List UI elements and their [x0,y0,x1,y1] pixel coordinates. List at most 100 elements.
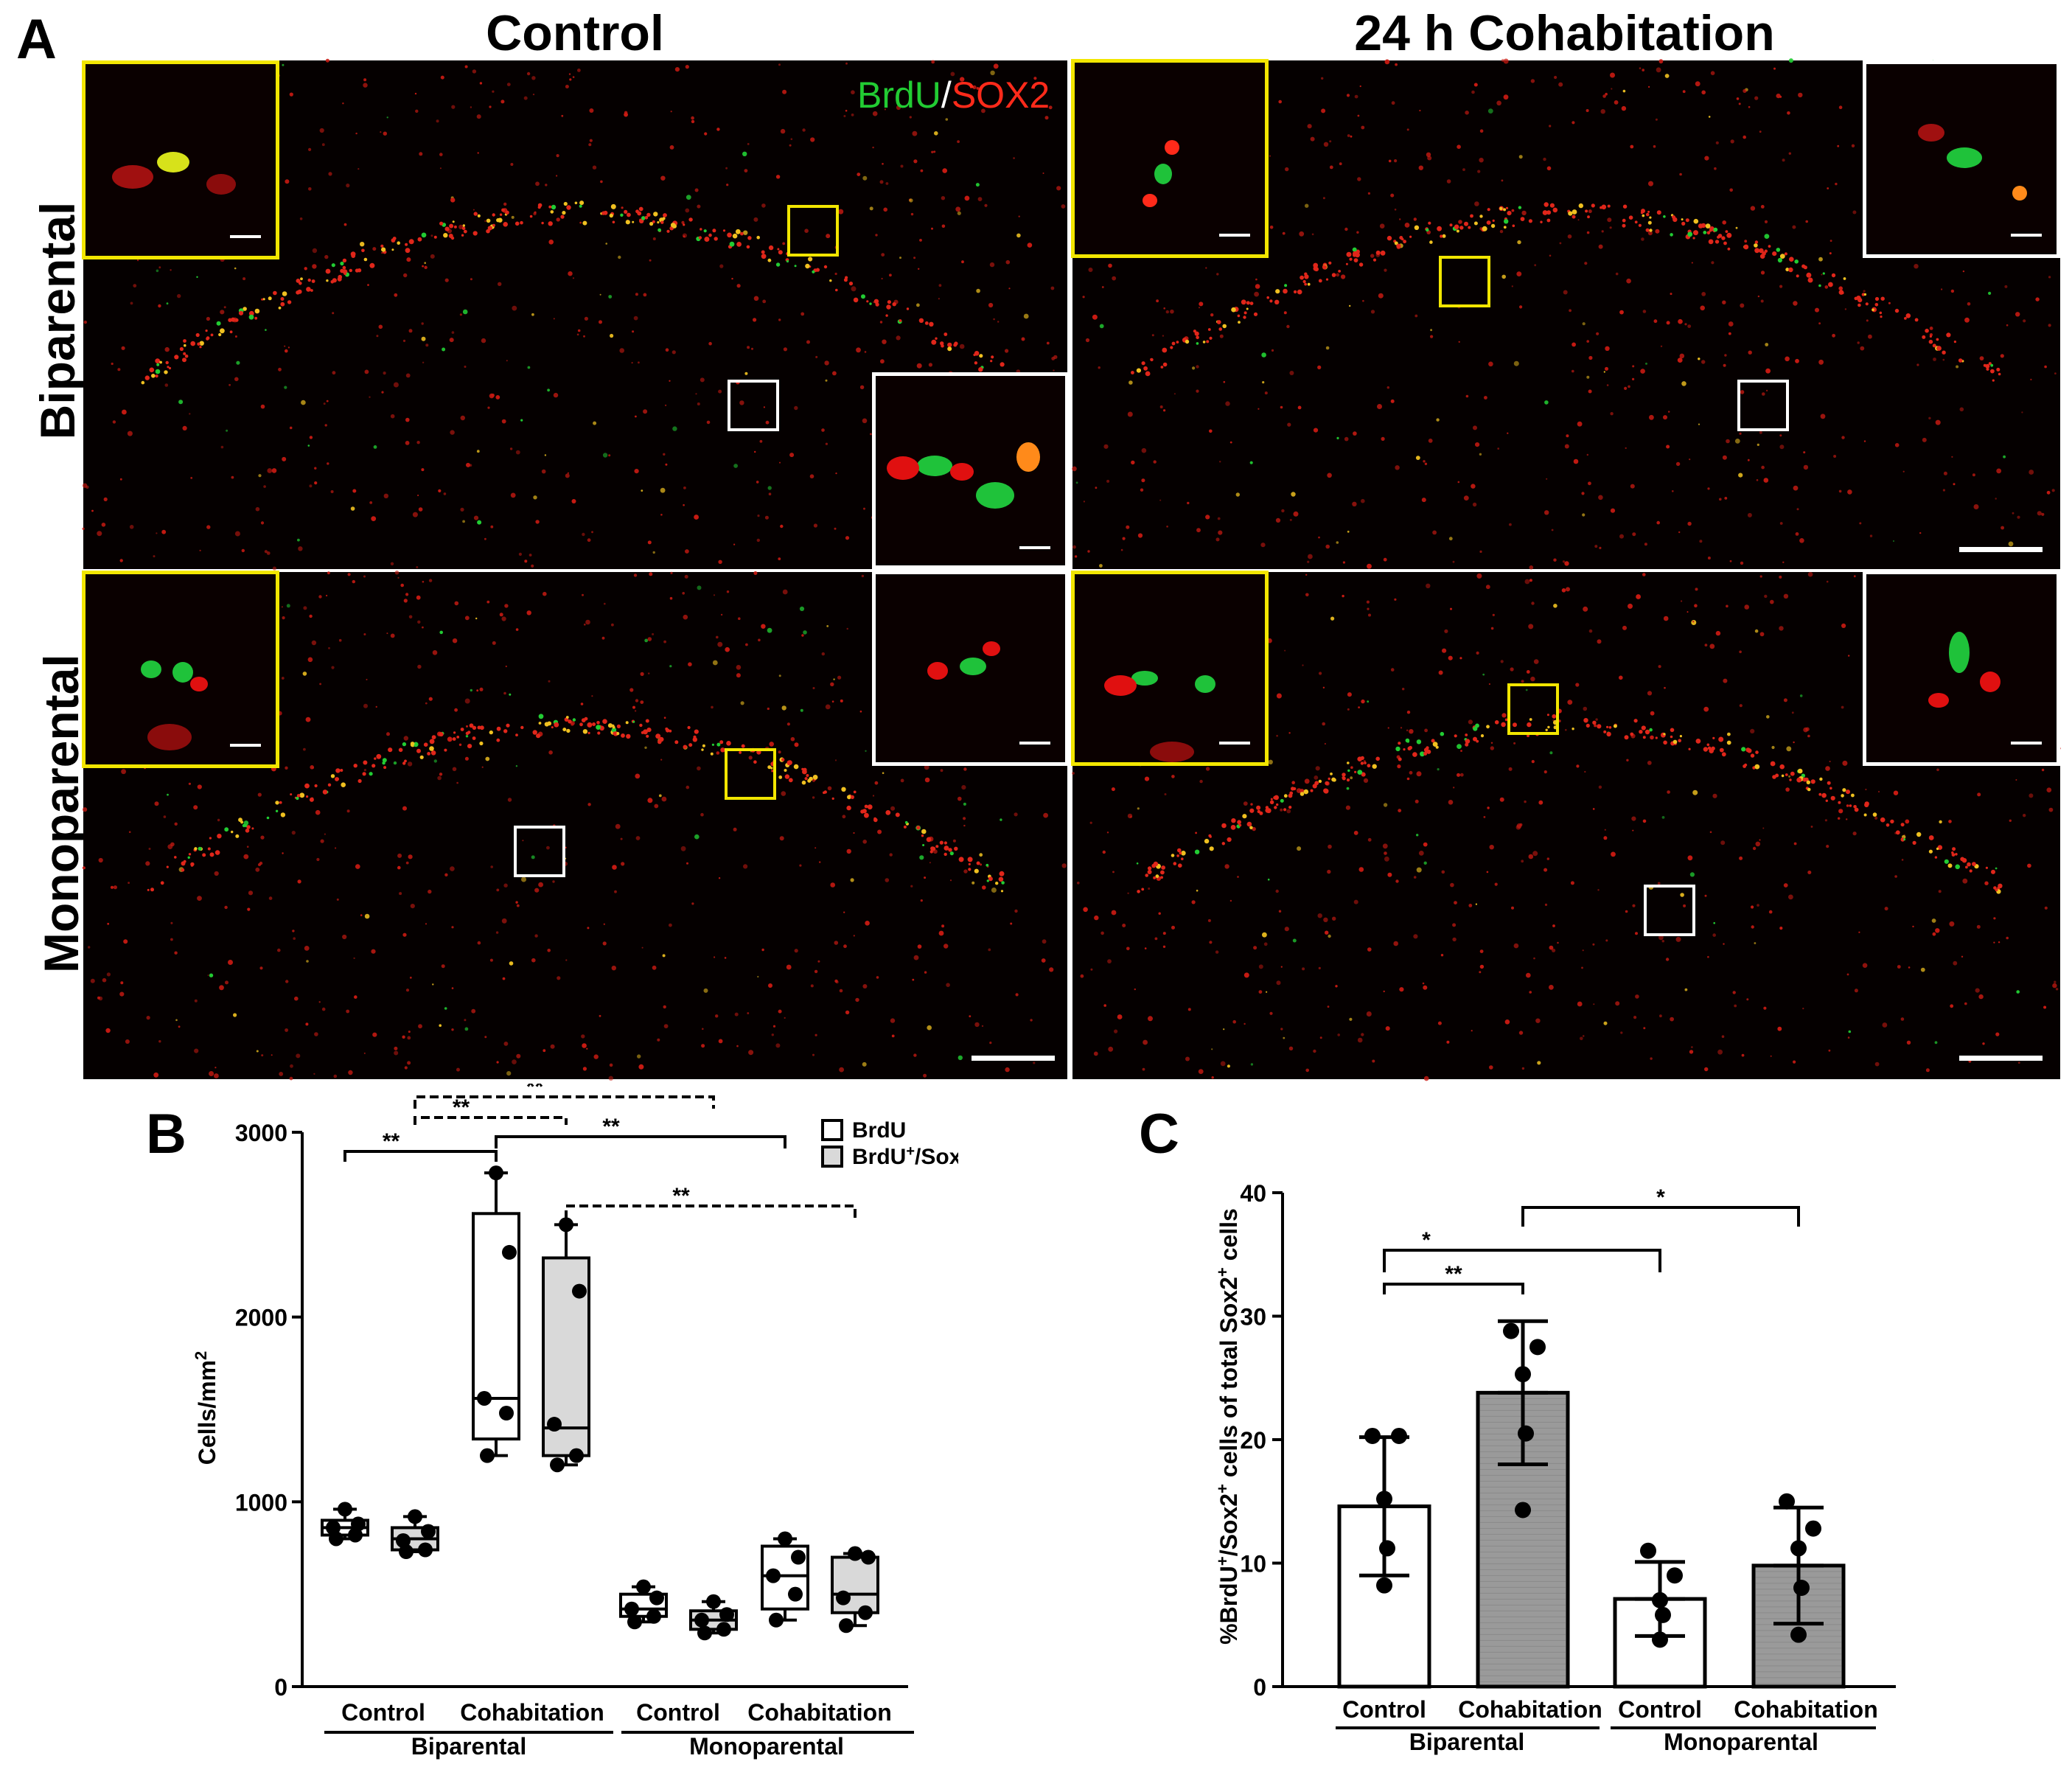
x-category-label: Cohabitation [1458,1696,1602,1723]
speckle [1419,109,1421,112]
speckle-layer-cell [703,229,707,233]
significance-label: ** [1445,1262,1462,1286]
speckle [763,406,765,408]
speckle [1935,419,1941,425]
y-axis-label-part: cells of total Sox2 [1215,1277,1242,1484]
speckle [993,63,999,69]
speckle [584,316,589,321]
speckle [1046,341,1050,345]
speckle [1352,501,1357,506]
speckle-layer-cell [767,258,772,262]
speckle [1598,495,1603,501]
speckle [1261,352,1266,358]
speckle [263,485,266,488]
speckle [381,391,384,394]
speckle [1033,77,1037,80]
data-point [550,1457,565,1473]
x-category-label: Cohabitation [460,1699,604,1726]
speckle [1632,365,1635,368]
data-point [788,1586,803,1602]
data-point [1529,1339,1546,1356]
speckle [1798,92,1803,98]
speckle [882,339,887,344]
speckle [1087,550,1090,553]
speckle [1701,360,1706,364]
speckle [1546,166,1552,171]
speckle [1584,262,1588,265]
speckle [1517,240,1521,245]
speckle-layer-cell [342,265,346,270]
speckle [1354,94,1358,99]
speckle [694,515,699,520]
speckle [1082,296,1085,299]
speckle [1950,289,1955,293]
speckle-layer-cell [639,218,642,221]
data-point [1790,1540,1807,1557]
speckle [1757,295,1760,298]
legend-swatch [821,1146,843,1168]
roi-yellow-bi-control [787,205,839,257]
speckle [1163,307,1165,310]
speckle [2046,490,2051,495]
significance-label: ** [672,1184,690,1208]
speckle-layer-cell [735,229,741,234]
y-tick-label: 1000 [235,1489,287,1516]
speckle [119,478,122,481]
data-point [636,1579,651,1594]
roi-yellow-mono-control [725,748,776,800]
speckle [1760,205,1765,209]
speckle [556,154,559,158]
data-point [1655,1606,1671,1623]
speckle [1503,58,1509,64]
speckle-layer-cell [306,287,311,292]
speckle-layer-cell [929,321,934,327]
speckle [1458,220,1462,224]
speckle [782,89,787,94]
speckle [896,105,901,111]
speckle [610,333,614,338]
speckle [1572,369,1574,373]
speckle [565,473,570,478]
speckle [976,87,980,90]
data-point [716,1622,731,1637]
speckle [753,296,759,301]
speckle [1383,557,1387,562]
speckle [1648,181,1653,186]
speckle-layer-cell [974,361,978,365]
speckle [1432,530,1437,535]
speckle-layer-cell [625,220,630,225]
data-point [697,1625,712,1641]
speckle [308,147,312,151]
speckle [1715,141,1719,144]
speckle [301,400,306,405]
speckle [444,278,449,282]
speckle [417,495,419,496]
speckle [993,318,995,321]
speckle [1630,484,1635,489]
speckle-layer-cell [899,319,902,322]
speckle [511,215,514,219]
speckle [1044,116,1049,120]
speckle [1933,358,1936,361]
speckle-layer-cell [848,282,854,286]
inset-cells-bi-cohab-white [1918,124,2027,201]
speckle [919,239,922,242]
speckle [1701,292,1706,296]
speckle [479,82,483,85]
roi-white-bi-control [728,380,779,431]
speckle [813,523,817,528]
speckle [1458,341,1460,343]
speckle [753,217,758,222]
speckle [1599,546,1602,550]
speckle [1487,108,1493,114]
speckle [857,172,861,177]
speckle [1645,362,1647,365]
speckle [1099,324,1104,329]
data-point [1515,1502,1531,1519]
speckle [643,409,648,414]
speckle [405,441,410,445]
speckle [884,108,886,111]
speckle-layer-cell [1000,362,1005,367]
speckle-layer-cell [461,226,466,231]
speckle [605,243,607,245]
